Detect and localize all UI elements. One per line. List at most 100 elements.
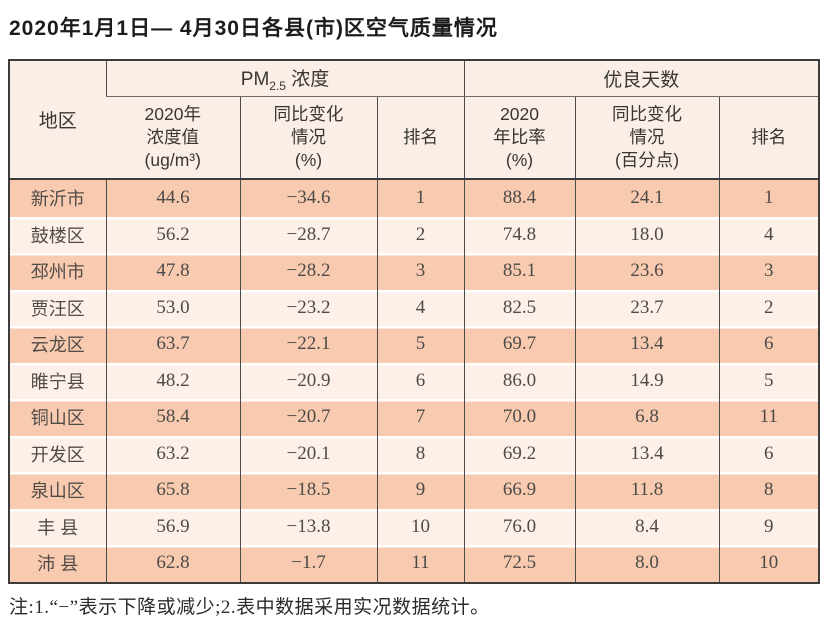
cell-conc_change: −20.7 bbox=[239, 399, 377, 436]
cell-conc: 62.8 bbox=[105, 545, 240, 583]
table-row: 丰 县 56.9 −13.8 10 76.0 8.4 9 bbox=[9, 508, 820, 545]
cell-ratio: 88.4 bbox=[463, 179, 576, 217]
cell-ratio_change: 8.0 bbox=[574, 545, 720, 583]
header-line: (ug/m³) bbox=[144, 150, 201, 171]
cell-ratio: 86.0 bbox=[463, 362, 576, 399]
cell-region: 丰 县 bbox=[9, 508, 106, 545]
cell-rank2: 5 bbox=[718, 362, 820, 399]
cell-rank2: 8 bbox=[718, 472, 820, 509]
cell-conc: 58.4 bbox=[105, 399, 240, 436]
cell-rank2: 1 bbox=[718, 179, 820, 217]
page-title: 2020年1月1日— 4月30日各县(市)区空气质量情况 bbox=[9, 17, 498, 40]
cell-conc_change: −20.9 bbox=[239, 362, 377, 399]
cell-conc_change: −23.2 bbox=[239, 289, 377, 326]
cell-rank1: 7 bbox=[376, 399, 465, 436]
col-header-rank-good-days: 排名 bbox=[718, 96, 820, 179]
header-sub-row: 2020年 浓度值 (ug/m³) 同比变化 情况 (%) 排名 2020 年比… bbox=[9, 96, 820, 179]
header-line: (%) bbox=[505, 150, 534, 171]
header-line: 情况 bbox=[629, 126, 665, 147]
cell-rank2: 6 bbox=[718, 326, 820, 363]
cell-ratio_change: 23.6 bbox=[574, 253, 720, 290]
header-line: 2020 bbox=[500, 103, 539, 124]
air-quality-table: 地区 PM2.5 浓度 优良天数 2020年 浓度值 (ug/m³) 同比变化 … bbox=[8, 59, 821, 584]
footnote: 注:1.“−”表示下降或减少;2.表中数据采用实况数据统计。 bbox=[9, 596, 490, 618]
cell-region: 睢宁县 bbox=[9, 362, 106, 399]
header-group-row: 地区 PM2.5 浓度 优良天数 bbox=[9, 60, 820, 179]
cell-conc_change: −28.2 bbox=[239, 253, 377, 290]
cell-conc: 44.6 bbox=[105, 179, 240, 217]
cell-region: 泉山区 bbox=[9, 472, 106, 509]
table-body: 新沂市 44.6 −34.6 1 88.4 24.1 1 鼓楼区 56.2 −28.7 2 74.8 1… bbox=[9, 179, 820, 583]
cell-rank2: 10 bbox=[718, 545, 820, 583]
cell-rank2: 9 bbox=[718, 508, 820, 545]
cell-rank1: 2 bbox=[376, 216, 465, 253]
cell-rank2: 11 bbox=[718, 399, 820, 436]
cell-ratio_change: 13.4 bbox=[574, 326, 720, 363]
cell-ratio: 70.0 bbox=[463, 399, 576, 436]
cell-conc: 63.2 bbox=[105, 435, 240, 472]
cell-region: 云龙区 bbox=[9, 326, 106, 363]
table-row: 沛 县 62.8 −1.7 11 72.5 8.0 10 bbox=[9, 545, 820, 583]
table-row: 铜山区 58.4 −20.7 7 70.0 6.8 11 bbox=[9, 399, 820, 436]
cell-rank1: 3 bbox=[376, 253, 465, 290]
table-row: 睢宁县 48.2 −20.9 6 86.0 14.9 5 bbox=[9, 362, 820, 399]
header-line: 2020年 bbox=[144, 103, 201, 124]
pm-subscript: 2.5 bbox=[269, 78, 286, 93]
cell-ratio: 72.5 bbox=[463, 545, 576, 583]
cell-rank2: 6 bbox=[718, 435, 820, 472]
cell-rank1: 6 bbox=[376, 362, 465, 399]
col-header-ratio: 2020 年比率 (%) bbox=[463, 96, 576, 179]
cell-conc_change: −20.1 bbox=[239, 435, 377, 472]
cell-region: 鼓楼区 bbox=[9, 216, 106, 253]
col-header-concentration-change: 同比变化 情况 (%) bbox=[239, 96, 377, 179]
col-header-region: 地区 bbox=[9, 60, 106, 179]
header-line: 同比变化 bbox=[273, 103, 344, 124]
cell-ratio_change: 6.8 bbox=[574, 399, 720, 436]
cell-ratio: 69.7 bbox=[463, 326, 576, 363]
cell-ratio_change: 8.4 bbox=[574, 508, 720, 545]
cell-ratio_change: 23.7 bbox=[574, 289, 720, 326]
table-row: 开发区 63.2 −20.1 8 69.2 13.4 6 bbox=[9, 435, 820, 472]
cell-conc: 56.9 bbox=[105, 508, 240, 545]
col-header-ratio-change: 同比变化 情况 (百分点) bbox=[574, 96, 720, 179]
cell-rank1: 11 bbox=[376, 545, 465, 583]
cell-rank2: 3 bbox=[718, 253, 820, 290]
cell-rank2: 4 bbox=[718, 216, 820, 253]
col-group-good-days: 优良天数 bbox=[463, 60, 820, 97]
cell-conc: 65.8 bbox=[105, 472, 240, 509]
table-row: 邳州市 47.8 −28.2 3 85.1 23.6 3 bbox=[9, 253, 820, 290]
pm-label: PM bbox=[240, 69, 270, 91]
table-row: 新沂市 44.6 −34.6 1 88.4 24.1 1 bbox=[9, 179, 820, 217]
header-line: 浓度值 bbox=[146, 126, 200, 147]
table-row: 云龙区 63.7 −22.1 5 69.7 13.4 6 bbox=[9, 326, 820, 363]
cell-region: 贾汪区 bbox=[9, 289, 106, 326]
cell-ratio: 74.8 bbox=[463, 216, 576, 253]
cell-rank1: 5 bbox=[376, 326, 465, 363]
cell-conc: 47.8 bbox=[105, 253, 240, 290]
cell-conc_change: −1.7 bbox=[239, 545, 377, 583]
header-line: 情况 bbox=[291, 126, 326, 147]
cell-region: 沛 县 bbox=[9, 545, 106, 583]
table-row: 泉山区 65.8 −18.5 9 66.9 11.8 8 bbox=[9, 472, 820, 509]
cell-conc_change: −22.1 bbox=[239, 326, 377, 363]
cell-region: 铜山区 bbox=[9, 399, 106, 436]
cell-ratio: 85.1 bbox=[463, 253, 576, 290]
table-row: 贾汪区 53.0 −23.2 4 82.5 23.7 2 bbox=[9, 289, 820, 326]
cell-conc: 56.2 bbox=[105, 216, 240, 253]
cell-conc: 53.0 bbox=[105, 289, 240, 326]
cell-region: 邳州市 bbox=[9, 253, 106, 290]
cell-conc_change: −13.8 bbox=[239, 508, 377, 545]
cell-ratio_change: 24.1 bbox=[574, 179, 720, 217]
cell-rank1: 4 bbox=[376, 289, 465, 326]
col-header-concentration: 2020年 浓度值 (ug/m³) bbox=[106, 96, 240, 179]
col-header-rank-pm25: 排名 bbox=[376, 96, 465, 179]
header-line: 同比变化 bbox=[612, 103, 683, 124]
cell-ratio: 69.2 bbox=[463, 435, 576, 472]
cell-ratio_change: 11.8 bbox=[574, 472, 720, 509]
cell-ratio: 66.9 bbox=[463, 472, 576, 509]
cell-conc: 63.7 bbox=[105, 326, 240, 363]
table-row: 鼓楼区 56.2 −28.7 2 74.8 18.0 4 bbox=[9, 216, 820, 253]
cell-conc: 48.2 bbox=[105, 362, 240, 399]
cell-region: 开发区 bbox=[9, 435, 106, 472]
